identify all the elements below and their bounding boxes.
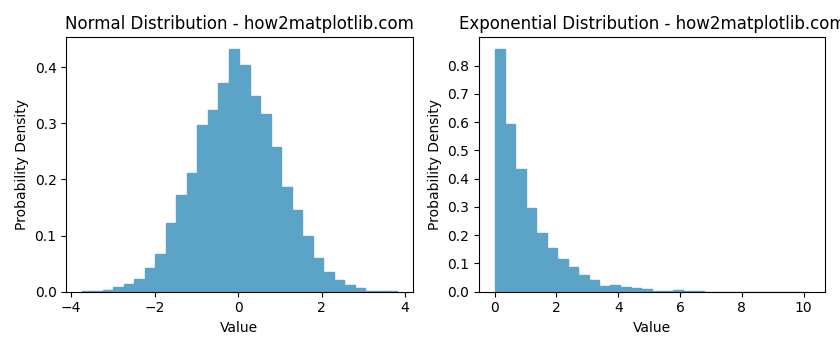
Bar	[249, 96, 260, 292]
Bar	[621, 287, 631, 292]
Bar	[208, 110, 218, 292]
Bar	[239, 65, 249, 292]
Bar	[218, 83, 228, 292]
Bar	[505, 124, 516, 292]
Bar	[375, 291, 386, 292]
Bar	[558, 259, 568, 292]
Bar	[568, 267, 579, 292]
Bar	[312, 258, 323, 292]
Bar	[631, 288, 642, 292]
Bar	[302, 236, 312, 292]
Bar	[684, 291, 694, 292]
Bar	[155, 254, 166, 292]
Bar	[365, 291, 375, 292]
Bar	[134, 279, 145, 292]
Bar	[176, 196, 187, 292]
Bar	[589, 280, 600, 292]
Bar	[663, 291, 673, 292]
Bar	[281, 187, 291, 292]
Bar	[270, 147, 281, 292]
Bar	[260, 114, 270, 292]
Title: Normal Distribution - how2matplotlib.com: Normal Distribution - how2matplotlib.com	[65, 15, 414, 33]
Bar	[228, 49, 239, 292]
X-axis label: Value: Value	[220, 321, 259, 335]
Bar	[354, 288, 365, 292]
X-axis label: Value: Value	[633, 321, 671, 335]
Y-axis label: Probability Density: Probability Density	[15, 99, 29, 230]
Bar	[673, 290, 684, 292]
Bar	[103, 290, 113, 292]
Bar	[495, 49, 505, 292]
Bar	[197, 125, 208, 292]
Bar	[610, 285, 621, 292]
Bar	[323, 272, 333, 292]
Bar	[187, 173, 197, 292]
Bar	[600, 286, 610, 292]
Bar	[579, 275, 589, 292]
Bar	[344, 285, 354, 292]
Bar	[113, 287, 124, 292]
Bar	[537, 233, 547, 292]
Bar	[526, 208, 537, 292]
Bar	[145, 268, 155, 292]
Bar	[547, 248, 558, 292]
Bar	[642, 289, 652, 292]
Bar	[166, 223, 176, 292]
Bar	[291, 210, 302, 292]
Y-axis label: Probability Density: Probability Density	[428, 99, 442, 230]
Title: Exponential Distribution - how2matplotlib.com: Exponential Distribution - how2matplotli…	[459, 15, 840, 33]
Bar	[652, 290, 663, 292]
Bar	[333, 280, 344, 292]
Bar	[516, 169, 526, 292]
Bar	[124, 284, 134, 292]
